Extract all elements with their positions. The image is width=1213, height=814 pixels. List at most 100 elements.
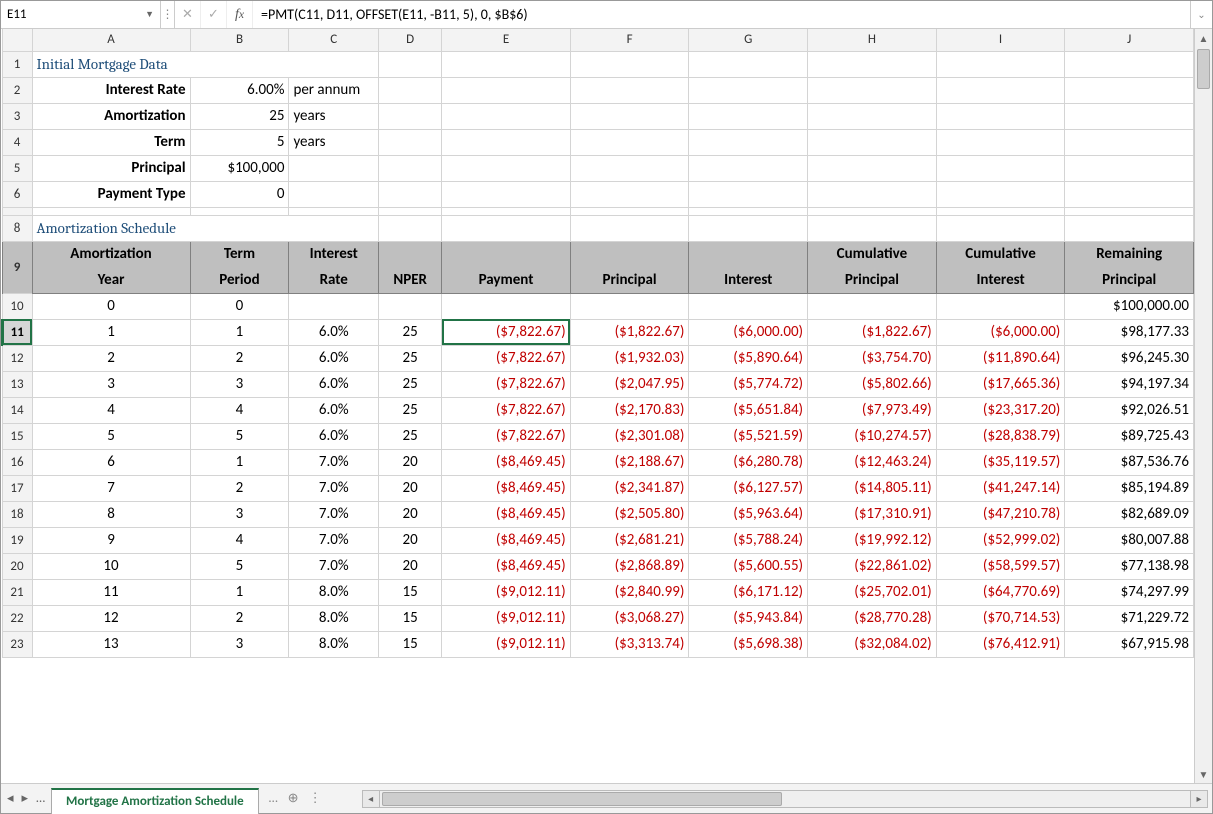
cell[interactable] [190,207,289,215]
cell[interactable] [378,129,441,155]
cell-F11[interactable]: ($1,822.67) [570,319,689,345]
new-sheet-icon[interactable]: ⊕ [288,791,299,806]
sched-hdr-bot-8[interactable]: Interest [936,267,1065,293]
cell[interactable] [570,215,689,241]
cell[interactable] [936,51,1065,77]
cell-D17[interactable]: 20 [378,475,441,501]
mortgage-value-r5[interactable]: $100,000 [190,155,289,181]
cell-G13[interactable]: ($5,774.72) [689,371,808,397]
cell-I21[interactable]: ($64,770.69) [936,579,1065,605]
cell-F20[interactable]: ($2,868.89) [570,553,689,579]
cell[interactable] [1065,181,1194,207]
row-header-7[interactable] [2,207,32,215]
cell-F15[interactable]: ($2,301.08) [570,423,689,449]
column-header-H[interactable]: H [808,29,937,51]
horizontal-scrollbar[interactable]: ◂ ▸ [362,788,1208,809]
cell-E13[interactable]: ($7,822.67) [442,371,570,397]
cell-F19[interactable]: ($2,681.21) [570,527,689,553]
cell-J20[interactable]: $77,138.98 [1065,553,1194,579]
expand-formula-bar-icon[interactable]: ⌄ [1190,1,1212,28]
cell-A17[interactable]: 7 [32,475,190,501]
cell-D10[interactable] [378,293,441,319]
cell[interactable] [570,129,689,155]
cell-G21[interactable]: ($6,171.12) [689,579,808,605]
sched-hdr-top-4[interactable] [442,241,570,267]
cell-C11[interactable]: 6.0% [289,319,379,345]
cell[interactable] [570,181,689,207]
scroll-right-icon[interactable]: ▸ [1190,790,1208,808]
cell[interactable] [570,155,689,181]
cell[interactable] [442,103,570,129]
cell-F13[interactable]: ($2,047.95) [570,371,689,397]
cell-J22[interactable]: $71,229.72 [1065,605,1194,631]
cell[interactable] [378,103,441,129]
cell-H16[interactable]: ($12,463.24) [808,449,937,475]
cell-C20[interactable]: 7.0% [289,553,379,579]
vscroll-track[interactable] [1195,47,1212,765]
cell[interactable] [808,103,937,129]
cell[interactable] [442,215,570,241]
cell-C23[interactable]: 8.0% [289,631,379,657]
cell-C13[interactable]: 6.0% [289,371,379,397]
cell[interactable] [378,155,441,181]
cell-D12[interactable]: 25 [378,345,441,371]
cell-G22[interactable]: ($5,943.84) [689,605,808,631]
sched-hdr-bot-3[interactable]: NPER [378,267,441,293]
cell[interactable] [1065,155,1194,181]
cell-B22[interactable]: 2 [190,605,289,631]
cell-H18[interactable]: ($17,310.91) [808,501,937,527]
cell[interactable] [689,129,808,155]
cell-E17[interactable]: ($8,469.45) [442,475,570,501]
row-header-4[interactable]: 4 [2,129,32,155]
tab-menu-icon[interactable]: … [269,791,278,806]
sched-hdr-top-6[interactable] [689,241,808,267]
cell-D20[interactable]: 20 [378,553,441,579]
sched-hdr-top-0[interactable]: Amortization [32,241,190,267]
cell-A19[interactable]: 9 [32,527,190,553]
column-header-D[interactable]: D [378,29,441,51]
cell[interactable] [378,215,441,241]
cell-B17[interactable]: 2 [190,475,289,501]
cell[interactable] [570,207,689,215]
cell[interactable] [442,181,570,207]
cell[interactable] [442,155,570,181]
sched-hdr-bot-4[interactable]: Payment [442,267,570,293]
cell[interactable] [936,181,1065,207]
cell-G15[interactable]: ($5,521.59) [689,423,808,449]
column-header-J[interactable]: J [1065,29,1194,51]
mortgage-unit-r2[interactable]: per annum [289,77,379,103]
cell-A12[interactable]: 2 [32,345,190,371]
cell-F22[interactable]: ($3,068.27) [570,605,689,631]
cell-H19[interactable]: ($19,992.12) [808,527,937,553]
cell-H15[interactable]: ($10,274.57) [808,423,937,449]
row-header-2[interactable]: 2 [2,77,32,103]
cell-I19[interactable]: ($52,999.02) [936,527,1065,553]
cell-E15[interactable]: ($7,822.67) [442,423,570,449]
cell-I20[interactable]: ($58,599.57) [936,553,1065,579]
row-header-11[interactable]: 11 [2,319,32,345]
sched-hdr-top-1[interactable]: Term [190,241,289,267]
cell-G10[interactable] [689,293,808,319]
formula-bar-divider[interactable]: ⋮ [161,1,175,28]
sched-hdr-top-9[interactable]: Remaining [1065,241,1194,267]
cell-C10[interactable] [289,293,379,319]
cell-I15[interactable]: ($28,838.79) [936,423,1065,449]
mortgage-unit-r3[interactable]: years [289,103,379,129]
cell-F17[interactable]: ($2,341.87) [570,475,689,501]
cell-D11[interactable]: 25 [378,319,441,345]
cell[interactable] [378,77,441,103]
accept-formula-icon[interactable]: ✓ [201,1,227,28]
cell-J19[interactable]: $80,007.88 [1065,527,1194,553]
cell[interactable] [570,51,689,77]
cell-A16[interactable]: 6 [32,449,190,475]
cell-E23[interactable]: ($9,012.11) [442,631,570,657]
cell[interactable] [689,51,808,77]
tab-nav-next-icon[interactable]: ▸ [22,791,29,806]
cell[interactable] [1065,129,1194,155]
cell-I16[interactable]: ($35,119.57) [936,449,1065,475]
sched-hdr-bot-7[interactable]: Principal [808,267,937,293]
row-header-17[interactable]: 17 [2,475,32,501]
cell-G19[interactable]: ($5,788.24) [689,527,808,553]
cell[interactable] [689,103,808,129]
cell[interactable] [1065,215,1194,241]
